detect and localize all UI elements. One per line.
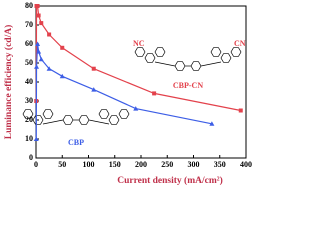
y-tick-label: 20 [25,115,33,124]
point [34,64,40,69]
x-tick-label: 150 [109,160,121,169]
y-tick-label: 30 [25,96,33,105]
point [46,66,52,71]
y-tick-label: 70 [25,20,33,29]
x-tick-label: 200 [135,160,147,169]
point [59,73,65,79]
y-tick-label: 0 [29,153,33,162]
point [91,87,97,92]
molecule-cbp [22,109,130,125]
x-tick-label: 250 [161,160,173,169]
point [39,21,44,26]
y-tick-label: 50 [25,58,33,67]
x-axis-title: Current density (mA/cm²) [117,175,223,186]
molecule-label: CBP [68,138,84,147]
x-tick-label: 350 [214,160,226,169]
x-tick-label: 300 [188,160,200,169]
chart: NC CN CBP-CN CBP Current density (mA/cm²… [3,1,252,186]
point [133,106,139,111]
point [47,32,52,37]
series-line [35,43,212,140]
point [36,13,41,18]
x-tick-label: 100 [83,160,95,169]
point [38,56,44,62]
annotation: NC [133,39,145,48]
molecule-label: CBP-CN [173,81,203,90]
point [36,49,42,54]
y-tick-label: 40 [25,77,33,86]
plot-frame [35,5,247,159]
y-tick-label: 80 [25,1,33,10]
series-line [35,5,241,112]
point [60,45,65,50]
x-tick-label: 50 [58,160,66,169]
point [209,121,215,126]
point [35,4,40,8]
molecule-cbp-cn [134,47,242,71]
point [152,91,157,96]
y-axis-title: Luminance efficiency (cd/A) [3,25,14,140]
y-tick-label: 10 [25,134,33,143]
point [35,41,41,46]
page: NC CN CBP-CN CBP Current density (mA/cm²… [3,0,252,187]
y-tick-label: 60 [25,39,33,48]
point [91,66,96,71]
x-tick-label: 400 [240,160,252,169]
point [238,108,243,113]
point [33,136,39,141]
annotation: CN [234,39,246,48]
x-tick-label: 0 [34,160,38,169]
